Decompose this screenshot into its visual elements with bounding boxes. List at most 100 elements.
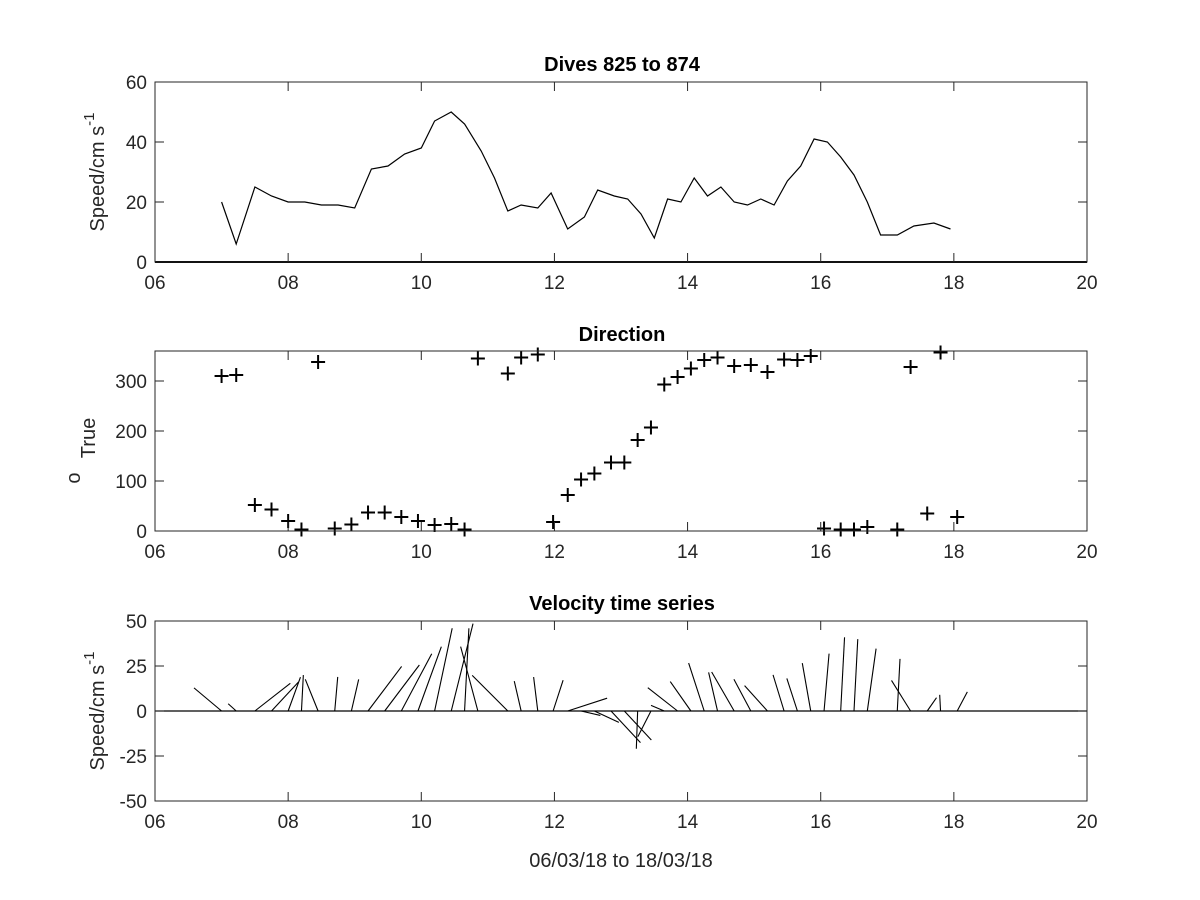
velocity-stick bbox=[460, 646, 479, 712]
velocity-stick bbox=[300, 675, 304, 712]
velocity-stick bbox=[711, 671, 735, 712]
speed-panel-ylabel: Speed/cm s-1 bbox=[81, 113, 109, 232]
velocity-stick bbox=[384, 664, 420, 712]
direction-point bbox=[617, 455, 632, 470]
direction-point bbox=[229, 368, 244, 382]
velocity-stick bbox=[733, 678, 752, 712]
velocity-stick bbox=[650, 704, 665, 712]
x-tick-label: 08 bbox=[278, 812, 299, 833]
x-tick-label: 14 bbox=[677, 812, 699, 833]
x-tick-label: 16 bbox=[810, 812, 831, 833]
direction-point bbox=[546, 515, 561, 529]
velocity-stick bbox=[669, 681, 692, 712]
velocity-stick bbox=[708, 672, 719, 712]
x-tick-label: 12 bbox=[544, 273, 565, 294]
velocity-stick bbox=[594, 710, 620, 723]
x-tick-label: 10 bbox=[411, 812, 432, 833]
direction-point bbox=[500, 366, 515, 381]
direction-point bbox=[790, 353, 805, 367]
x-tick-label: 18 bbox=[943, 273, 964, 294]
direction-point bbox=[247, 498, 262, 512]
direction-point bbox=[890, 522, 905, 537]
direction-point bbox=[710, 350, 725, 365]
direction-point bbox=[697, 353, 712, 367]
velocity-stick bbox=[471, 674, 509, 712]
x-tick-label: 06 bbox=[144, 812, 165, 833]
velocity-stick bbox=[434, 628, 453, 712]
direction-point bbox=[630, 433, 645, 447]
direction-point bbox=[311, 355, 326, 369]
direction-panel-title: Direction bbox=[579, 324, 666, 346]
velocity-stick bbox=[580, 710, 601, 716]
direction-point bbox=[604, 455, 619, 470]
velocity-stick bbox=[926, 697, 937, 712]
direction-point bbox=[530, 347, 545, 362]
direction-point bbox=[833, 522, 848, 537]
x-tick-label: 10 bbox=[411, 273, 432, 294]
x-tick-label: 06 bbox=[144, 273, 165, 294]
velocity-stick bbox=[637, 710, 652, 737]
direction-point bbox=[410, 514, 425, 528]
direction-panel-frame bbox=[154, 350, 1088, 532]
x-tick-label: 06 bbox=[144, 542, 165, 563]
speed-line bbox=[221, 111, 951, 246]
direction-point bbox=[860, 520, 875, 534]
velocity-stick bbox=[304, 679, 319, 712]
direction-point bbox=[777, 352, 792, 367]
y-tick-label: 20 bbox=[126, 193, 147, 214]
velocity-stick bbox=[840, 637, 846, 712]
velocity-stick bbox=[350, 679, 360, 712]
velocity-stick bbox=[772, 674, 785, 712]
y-tick-label: 25 bbox=[126, 657, 147, 678]
direction-point bbox=[294, 522, 309, 537]
direction-point bbox=[514, 350, 529, 365]
speed-panel-title: Dives 825 to 874 bbox=[544, 54, 701, 76]
velocity-panel-xlabel: 06/03/18 to 18/03/18 bbox=[529, 850, 713, 872]
direction-point bbox=[377, 505, 392, 520]
velocity-stick bbox=[367, 666, 403, 712]
velocity-stick bbox=[610, 710, 641, 743]
velocity-stick bbox=[688, 662, 705, 712]
velocity-panel: Velocity time series 06 08 10 12 14 16 18 20 -50… bbox=[81, 593, 1098, 872]
velocity-panel-ylabel: Speed/cm s-1 bbox=[81, 652, 109, 771]
y-tick-label: -50 bbox=[120, 792, 147, 813]
y-tick-label: 40 bbox=[126, 133, 147, 154]
y-tick-label: 0 bbox=[136, 702, 147, 723]
x-tick-label: 08 bbox=[278, 542, 299, 563]
x-tick-label: 14 bbox=[677, 273, 699, 294]
velocity-stick bbox=[939, 694, 942, 712]
direction-point bbox=[470, 351, 485, 366]
direction-point bbox=[950, 510, 965, 524]
direction-point bbox=[574, 472, 589, 487]
velocity-stick bbox=[271, 681, 299, 712]
velocity-stick bbox=[823, 653, 830, 712]
x-tick-label: 08 bbox=[278, 273, 299, 294]
velocity-stick bbox=[400, 653, 433, 712]
x-tick-label: 12 bbox=[544, 542, 565, 563]
velocity-stick bbox=[853, 639, 859, 712]
direction-panel-ylabel-prefix: o bbox=[63, 472, 85, 483]
direction-point bbox=[327, 521, 342, 536]
x-tick-label: 16 bbox=[810, 542, 831, 563]
direction-point bbox=[587, 466, 602, 481]
x-tick-label: 16 bbox=[810, 273, 831, 294]
x-tick-label: 20 bbox=[1076, 542, 1097, 563]
velocity-stick bbox=[635, 710, 639, 749]
velocity-stick bbox=[254, 682, 291, 712]
velocity-stick bbox=[896, 658, 901, 712]
y-tick-label: 0 bbox=[136, 253, 147, 274]
y-tick-label: 60 bbox=[126, 73, 147, 94]
direction-panel-ylabel: True bbox=[78, 418, 100, 458]
velocity-stick bbox=[533, 676, 539, 712]
velocity-stick bbox=[513, 681, 522, 712]
speed-panel: Dives 825 to 874 06 08 10 12 14 16 18 20 0 20 40 60… bbox=[81, 54, 1098, 294]
direction-point bbox=[817, 521, 832, 536]
y-tick-label: -25 bbox=[120, 747, 147, 768]
velocity-stick bbox=[647, 687, 678, 712]
velocity-stick bbox=[334, 676, 339, 712]
y-tick-label: 50 bbox=[126, 612, 147, 633]
y-tick-label: 200 bbox=[115, 422, 147, 443]
y-tick-label: 100 bbox=[115, 472, 147, 493]
